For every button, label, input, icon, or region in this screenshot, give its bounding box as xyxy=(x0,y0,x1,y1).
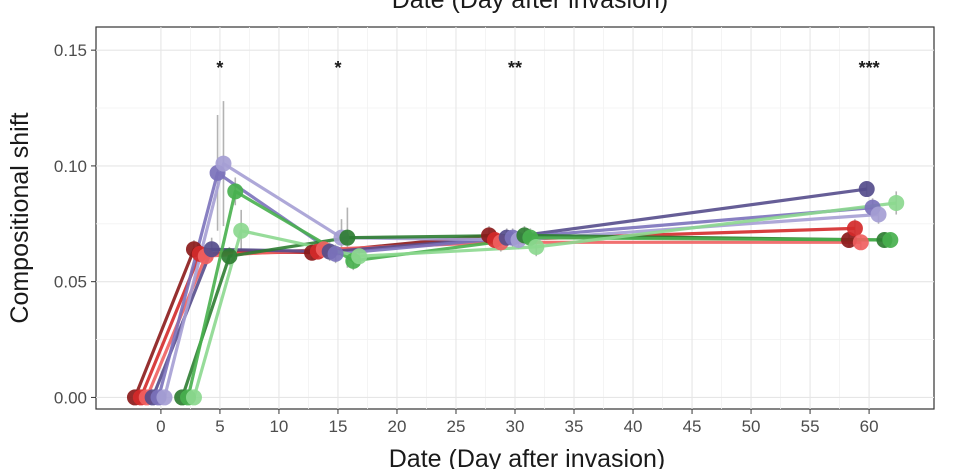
x-tick-label: 25 xyxy=(447,417,466,436)
y-axis-ticks: 0.00 0.05 0.10 0.15 xyxy=(54,41,96,407)
significance-mark: *** xyxy=(859,58,880,78)
top-caption: Date (Day after invasion) xyxy=(392,0,669,14)
y-tick-label: 0.15 xyxy=(54,41,87,60)
significance-mark: * xyxy=(216,58,223,78)
y-axis-title: Compositional shift xyxy=(6,112,34,323)
data-point xyxy=(846,220,863,237)
data-point xyxy=(888,194,905,211)
data-point xyxy=(528,238,545,255)
grid-minor xyxy=(96,27,934,409)
x-axis-ticks: 0 5 10 15 20 25 30 35 40 45 50 55 60 xyxy=(156,409,879,436)
data-point xyxy=(858,181,875,198)
data-point xyxy=(351,248,368,265)
significance-mark: ** xyxy=(508,58,522,78)
series-points xyxy=(126,155,905,406)
y-tick-label: 0.10 xyxy=(54,157,87,176)
x-tick-label: 55 xyxy=(801,417,820,436)
x-tick-label: 50 xyxy=(742,417,761,436)
data-point xyxy=(156,389,173,406)
x-axis-title: Date (Day after invasion) xyxy=(389,445,666,469)
significance-mark: * xyxy=(334,58,341,78)
x-tick-label: 10 xyxy=(269,417,288,436)
x-tick-label: 30 xyxy=(506,417,525,436)
data-point xyxy=(870,206,887,223)
x-tick-label: 35 xyxy=(565,417,584,436)
data-point xyxy=(227,183,244,200)
x-tick-label: 20 xyxy=(388,417,407,436)
x-tick-label: 15 xyxy=(328,417,347,436)
data-point xyxy=(221,248,238,265)
x-tick-label: 0 xyxy=(156,417,165,436)
x-tick-label: 40 xyxy=(624,417,643,436)
data-point xyxy=(215,155,232,172)
significance-marks: * * ** *** xyxy=(216,58,879,78)
x-tick-label: 60 xyxy=(860,417,879,436)
data-point xyxy=(233,222,250,239)
data-point xyxy=(185,389,202,406)
data-point xyxy=(852,234,869,251)
y-tick-label: 0.05 xyxy=(54,273,87,292)
x-tick-label: 45 xyxy=(683,417,702,436)
data-point xyxy=(327,245,344,262)
data-point xyxy=(339,229,356,246)
x-tick-label: 5 xyxy=(215,417,224,436)
y-tick-label: 0.00 xyxy=(54,388,87,407)
data-point xyxy=(882,231,899,248)
data-point xyxy=(203,241,220,258)
